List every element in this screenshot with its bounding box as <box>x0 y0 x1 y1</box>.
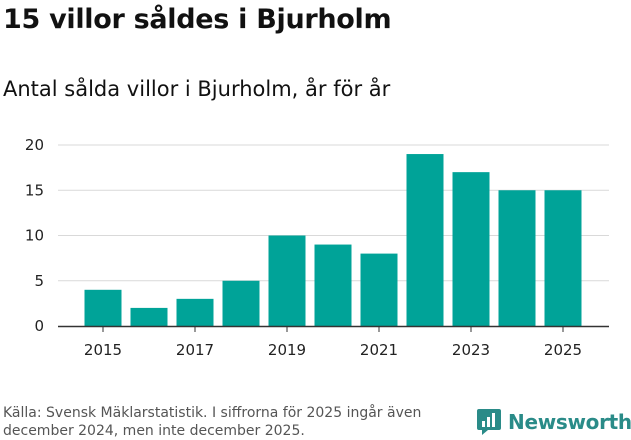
x-tick-label-2017: 2017 <box>176 341 214 359</box>
bar-2021 <box>360 253 398 326</box>
brand-name: Newsworthy <box>508 410 631 434</box>
bar-2017 <box>176 298 214 326</box>
y-tick-label-10: 10 <box>25 227 44 245</box>
brand-logo: Newsworthy <box>476 408 631 436</box>
x-axis-labels: 2015 2017 2019 2021 2023 2025 <box>84 326 582 359</box>
chart-subtitle: Antal sålda villor i Bjurholm, år för år <box>3 77 391 101</box>
bar-2018 <box>222 280 260 326</box>
x-tick-label-2019: 2019 <box>268 341 306 359</box>
y-tick-label-15: 15 <box>25 181 44 199</box>
bar-chart: 0 5 10 15 20 2015 2017 2019 2021 2023 2025 <box>25 136 609 359</box>
bar-2022 <box>406 154 444 326</box>
chart-title: 15 villor såldes i Bjurholm <box>3 4 392 35</box>
bars <box>84 154 582 326</box>
bar-2015 <box>84 289 122 326</box>
x-tick-label-2023: 2023 <box>452 341 490 359</box>
bar-2016 <box>130 307 168 326</box>
x-tick-label-2025: 2025 <box>544 341 582 359</box>
bar-2025 <box>544 190 582 326</box>
source-note: Källa: Svensk Mäklarstatistik. I siffror… <box>3 405 422 439</box>
newsworthy-icon <box>477 409 501 435</box>
bar-2023 <box>452 172 490 326</box>
bar-2024 <box>498 190 536 326</box>
x-tick-label-2015: 2015 <box>84 341 122 359</box>
y-tick-label-0: 0 <box>34 317 44 335</box>
y-tick-label-20: 20 <box>25 136 44 154</box>
x-tick-label-2021: 2021 <box>360 341 398 359</box>
bar-2019 <box>268 235 306 326</box>
bar-2020 <box>314 244 352 326</box>
y-axis-labels: 0 5 10 15 20 <box>25 136 44 335</box>
y-tick-label-5: 5 <box>34 272 44 290</box>
